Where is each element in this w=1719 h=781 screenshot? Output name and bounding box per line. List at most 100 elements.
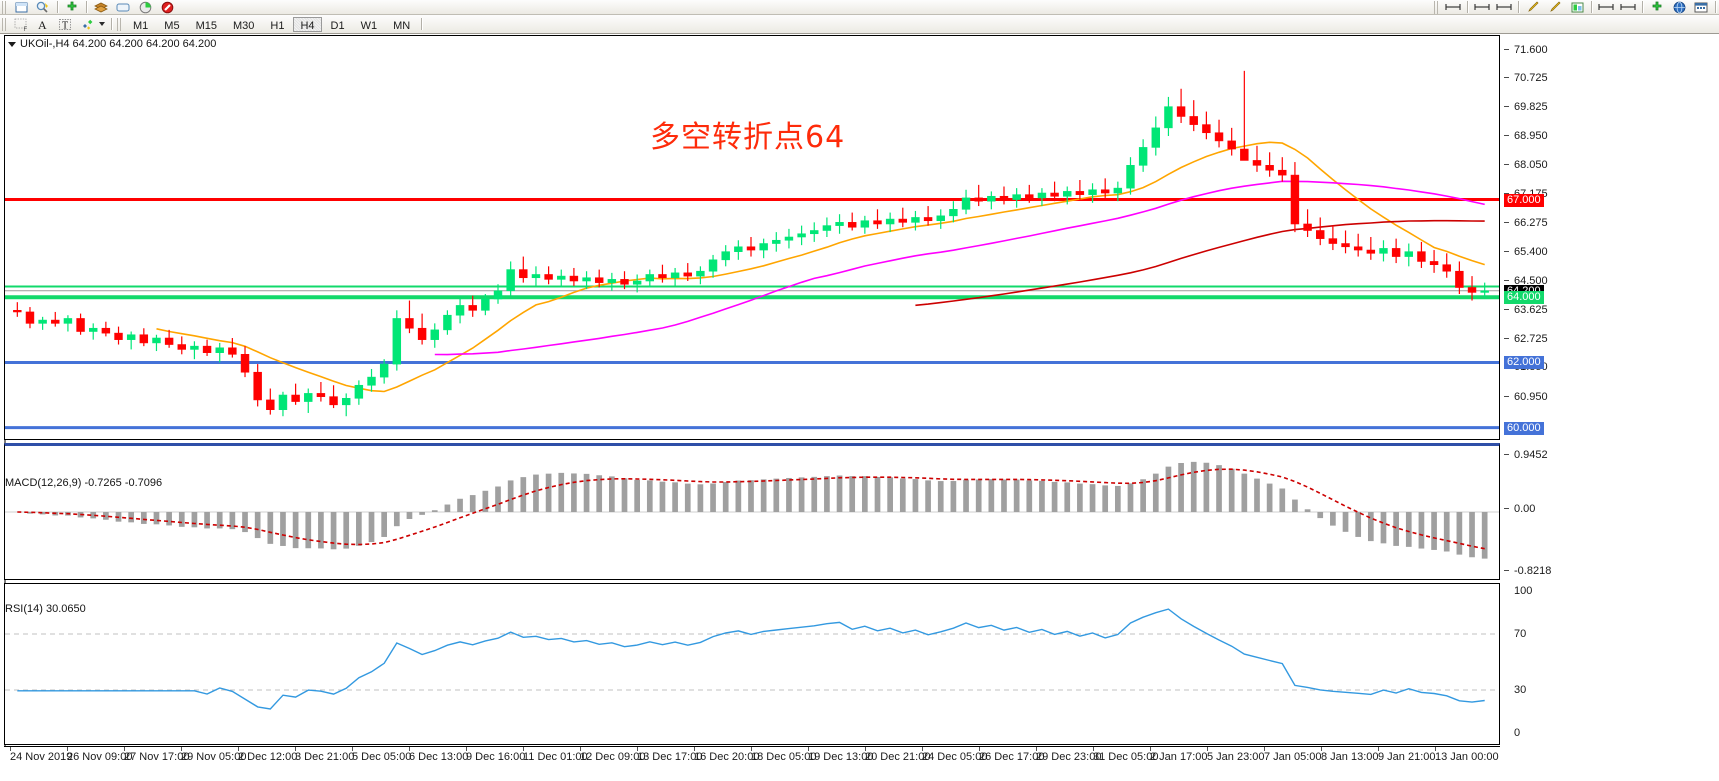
time-tick-label: 11 Dec 01:00: [523, 751, 588, 763]
price-badge: 62.000: [1504, 356, 1544, 370]
chart-annotation-text: 多空转折点64: [650, 120, 846, 155]
timeframe-w1[interactable]: W1: [360, 19, 378, 32]
price-tick: 69.825: [1500, 101, 1719, 113]
time-tick: [295, 747, 296, 751]
time-tick-label: 5 Dec 05:00: [352, 751, 412, 763]
fibo-pencil-icon[interactable]: [1523, 0, 1543, 14]
time-tick-label: 12 Dec 09:00: [580, 751, 646, 763]
rsi-tick-label: 100: [1514, 585, 1533, 597]
toolbar-gripper-3[interactable]: [2, 17, 7, 31]
toolbar-divider: [421, 18, 423, 30]
stop-icon[interactable]: [157, 0, 177, 14]
svg-text:A: A: [38, 18, 47, 31]
price-tick-label: 66.275: [1514, 217, 1548, 230]
toolbar-gripper-4[interactable]: [117, 17, 122, 31]
macd-pane[interactable]: [4, 443, 1500, 580]
time-tick: [808, 747, 809, 751]
time-tick-label: 26 Nov 09:00: [67, 751, 133, 763]
trend-line-icon[interactable]: [1494, 0, 1514, 14]
new-chart-icon[interactable]: [11, 0, 31, 14]
globe-icon[interactable]: [1669, 0, 1689, 14]
rsi-tick: 0: [1500, 727, 1719, 739]
time-tick-label: 13 Dec 17:00: [637, 751, 703, 763]
price-tick-label: 68.950: [1514, 130, 1548, 142]
time-tick: [523, 747, 524, 751]
crosshair-icon[interactable]: [1443, 0, 1463, 14]
time-axis[interactable]: 24 Nov 2019 26 Nov 09:00 27 Nov 17:00 29 No…: [4, 746, 1500, 781]
time-tick-label: 26 Dec 17:00: [979, 751, 1045, 763]
price-pane[interactable]: [4, 35, 1500, 440]
add-object-icon[interactable]: [1647, 0, 1667, 14]
price-tick: 65.400: [1500, 246, 1719, 258]
time-tick-label: 18 Dec 05:00: [751, 751, 817, 763]
shift-icon[interactable]: [1596, 0, 1616, 14]
time-tick-label: 19 Dec 13:00: [808, 751, 874, 763]
toolbar-gripper-2[interactable]: [1434, 0, 1439, 14]
grid-icon[interactable]: F: [11, 17, 31, 31]
fibo-pencil2-icon[interactable]: [1545, 0, 1565, 14]
horizontal-line-icon[interactable]: [1472, 0, 1492, 14]
price-tick-label: 70.725: [1514, 72, 1548, 85]
price-tick-label: 68.050: [1514, 159, 1548, 172]
pie-chart-icon[interactable]: [135, 0, 155, 14]
timeframe-mn[interactable]: MN: [393, 19, 411, 32]
time-tick-label: 5 Jan 23:00: [1207, 751, 1265, 763]
equidistant-channel-icon[interactable]: [1567, 0, 1587, 14]
timeframe-m15[interactable]: M15: [195, 19, 217, 32]
svg-text:T: T: [62, 20, 68, 31]
shift2-icon[interactable]: [1618, 0, 1638, 14]
time-tick: [580, 747, 581, 751]
templates-icon[interactable]: [77, 17, 97, 31]
macd-tick-label: 0.9452: [1514, 449, 1548, 461]
time-tick-label: 6 Dec 13:00: [409, 751, 469, 763]
toolbar-divider: [1715, 1, 1716, 13]
rsi-tick: 70: [1500, 628, 1719, 640]
timeframe-m30[interactable]: M30: [232, 19, 255, 32]
rsi-tick-label: 30: [1514, 684, 1527, 697]
price-axis[interactable]: 71.60070.72569.82568.95068.05067.17566.2…: [1500, 35, 1719, 745]
time-tick: [124, 747, 125, 751]
price-tick-label: 62.725: [1514, 332, 1548, 345]
toolbar-gripper[interactable]: [2, 0, 7, 14]
text-tool-icon[interactable]: A: [33, 17, 53, 31]
timeframe-m5[interactable]: M5: [164, 19, 180, 32]
timeframe-d1[interactable]: D1: [330, 19, 345, 32]
chevron-down-icon[interactable]: [99, 22, 105, 26]
chevron-down-icon[interactable]: [8, 41, 16, 47]
time-tick-label: 24 Nov 2019: [10, 751, 73, 763]
time-tick: [352, 747, 353, 751]
zoom-search-icon[interactable]: [33, 0, 53, 14]
time-tick: [865, 747, 866, 751]
time-tick: [637, 747, 638, 751]
toolbar-divider: [111, 18, 112, 30]
time-tick-label: 16 Dec 20:00: [694, 751, 760, 763]
template-icon[interactable]: [91, 0, 111, 14]
price-badge: 64.000: [1504, 291, 1544, 305]
timeframe-h1[interactable]: H1: [270, 19, 285, 32]
time-tick-label: 13 Jan 00:00: [1435, 751, 1499, 763]
macd-tick: -0.8218: [1500, 565, 1719, 577]
rsi-indicator-label: RSI(14) 30.0650: [5, 603, 86, 615]
text-label-icon[interactable]: T: [55, 17, 75, 31]
time-tick: [409, 747, 410, 751]
timeframe-group[interactable]: M1 M5 M15 M30 H1 H4 D1 W1 MN: [125, 16, 418, 32]
timeframe-m1[interactable]: M1: [133, 19, 149, 32]
calendar-icon[interactable]: [1691, 0, 1711, 14]
macd-tick: 0.00: [1500, 503, 1719, 515]
main-toolbar[interactable]: [0, 0, 1719, 15]
time-tick-label: 3 Dec 21:00: [295, 751, 355, 763]
time-tick: [1036, 747, 1037, 751]
toolbar-divider: [1642, 1, 1643, 13]
window-icon[interactable]: [113, 0, 133, 14]
timeframe-h4[interactable]: H4: [293, 16, 322, 32]
rsi-pane[interactable]: [4, 583, 1500, 745]
macd-indicator-label: MACD(12,26,9) -0.7265 -0.7096: [5, 477, 163, 489]
time-tick: [181, 747, 182, 751]
time-tick-label: 29 Nov 05:00: [181, 751, 247, 763]
price-tick: 70.725: [1500, 72, 1719, 84]
toolbar-divider: [86, 1, 87, 13]
drawing-toolbar[interactable]: F A T M1 M5 M15 M30 H1 H4 D1 W1 MN: [0, 15, 1719, 34]
add-green-icon[interactable]: [62, 0, 82, 14]
macd-plot: [5, 461, 1499, 559]
time-tick-label: 24 Dec 05:00: [922, 751, 988, 763]
